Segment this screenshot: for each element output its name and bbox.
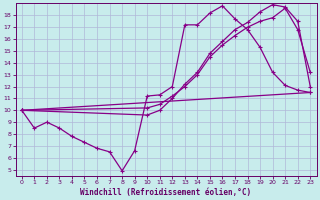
X-axis label: Windchill (Refroidissement éolien,°C): Windchill (Refroidissement éolien,°C) <box>80 188 252 197</box>
